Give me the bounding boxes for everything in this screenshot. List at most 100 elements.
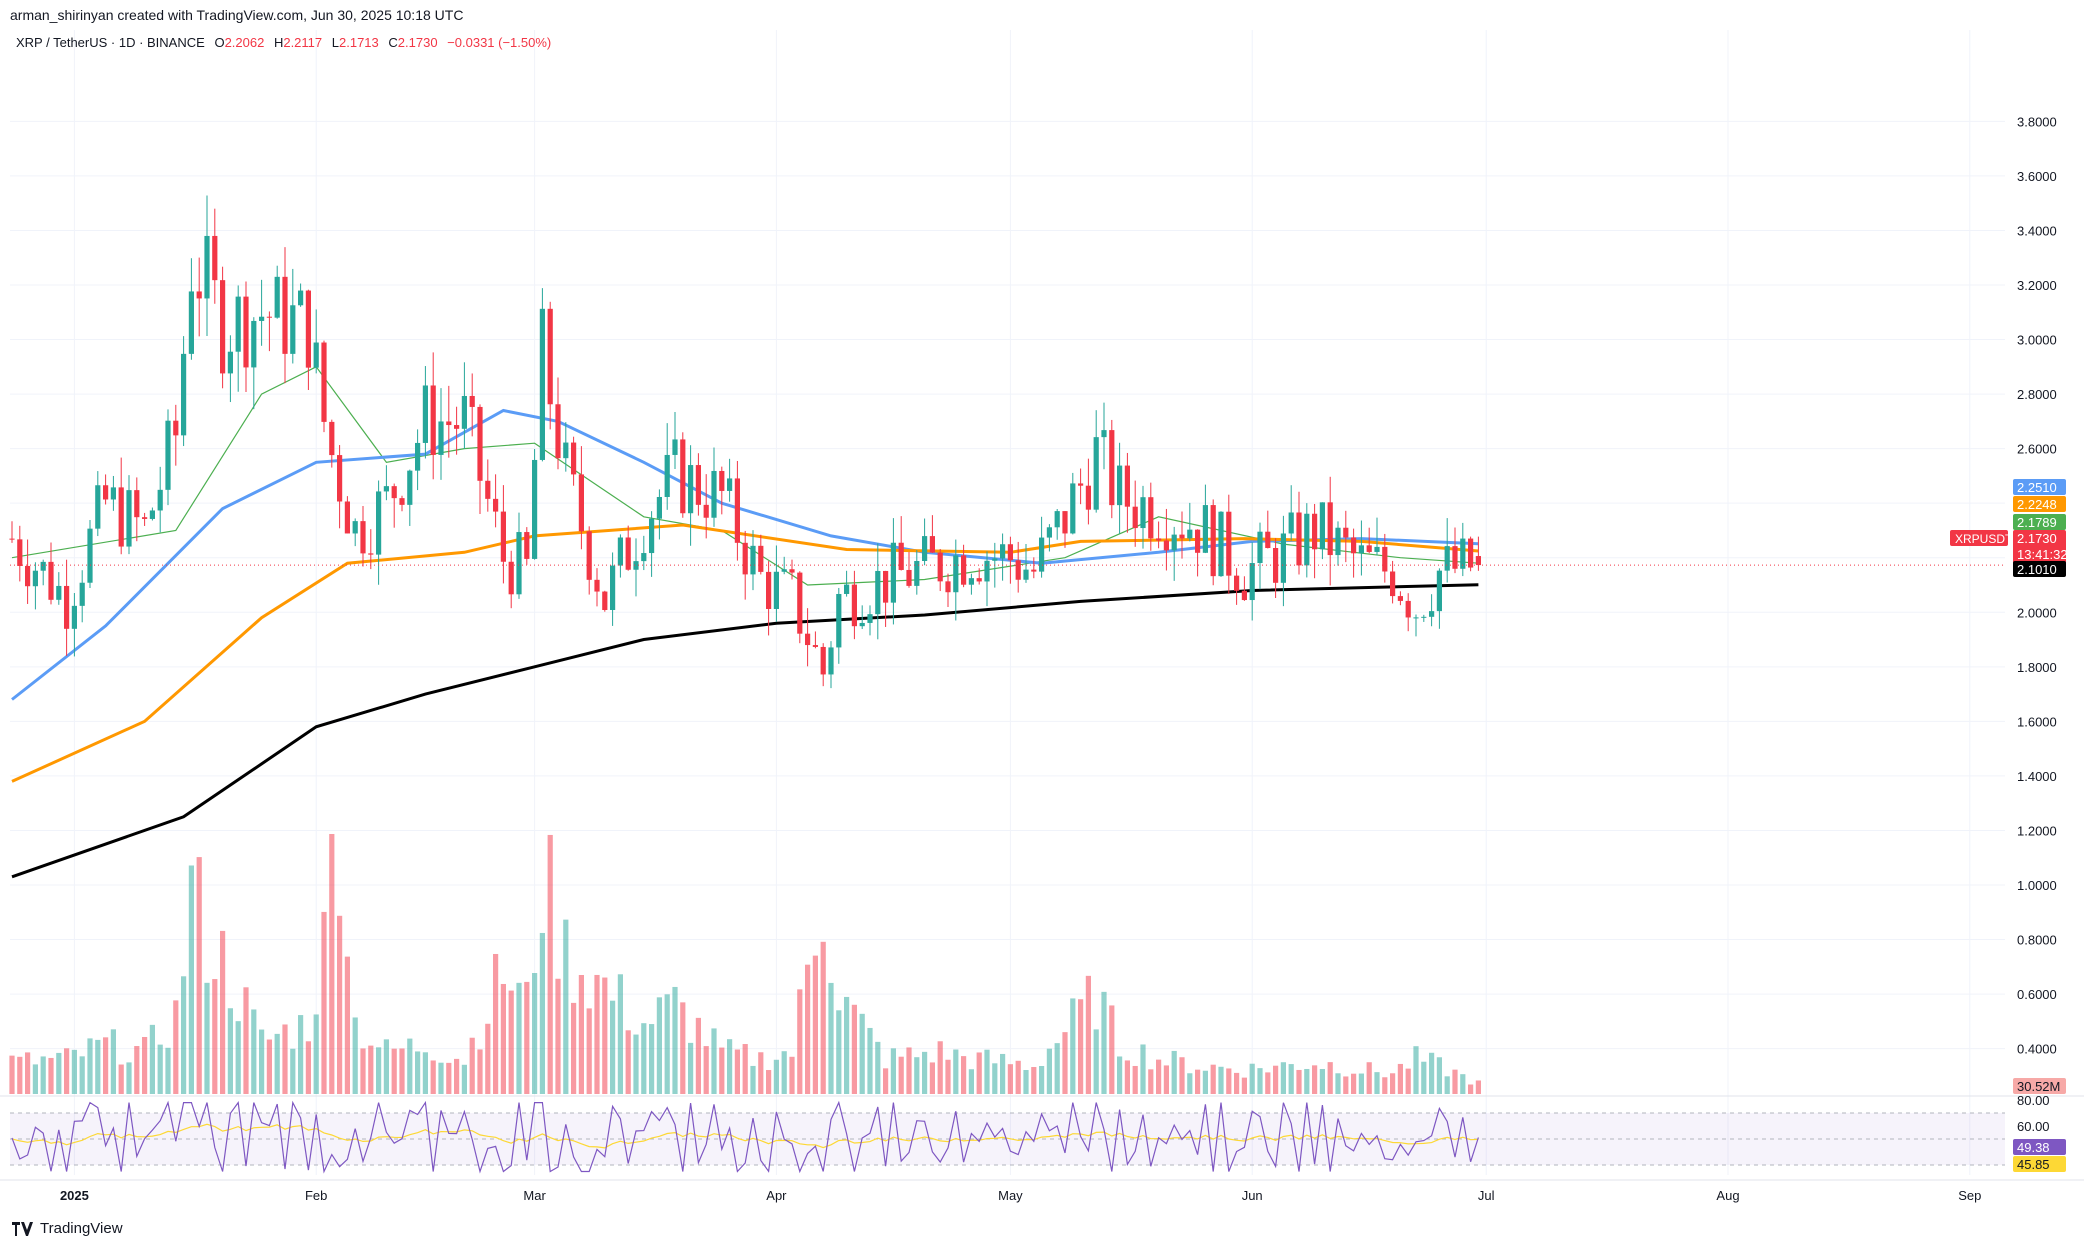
volume-bar [695,1017,701,1094]
candle-body [227,351,233,374]
candle-body [1421,616,1427,618]
candle-body [758,545,764,572]
volume-bar [1148,1069,1154,1094]
price-axis-label: 2.1010 [2017,562,2057,577]
candle-body [430,385,436,455]
candle-body [1163,540,1169,551]
volume-bar [1397,1063,1403,1094]
volume-bar [329,834,335,1094]
candle-body [360,521,366,554]
volume-bar [672,986,678,1094]
price-change: −0.0331 (−1.50%) [447,35,552,50]
volume-bar [727,1039,733,1094]
candle-body [539,308,545,460]
candle-body [1054,511,1060,528]
volume-bar [1070,998,1076,1094]
candle-body [1249,563,1255,601]
volume-bar [485,1023,491,1094]
volume-bar [812,955,818,1094]
volume-bar [1460,1074,1466,1094]
candle-body [953,555,959,593]
candle-body [344,501,350,534]
candle-body [274,276,280,318]
candle-body [742,542,748,575]
candle-body [773,571,779,609]
candle-body [142,517,148,519]
volume-bar [1054,1043,1060,1094]
volume-bar [1202,1070,1208,1094]
candle-body [633,561,639,570]
volume-bar [220,930,226,1094]
candle-body [446,421,452,426]
candle-body [251,320,257,368]
candle-body [1132,506,1138,529]
candle-body [945,581,951,593]
volume-bar [118,1064,124,1094]
candle-body [812,645,818,647]
candle-body [851,584,857,627]
volume-bar [633,1034,639,1094]
volume-bar [797,989,803,1094]
candle-body [1241,590,1247,601]
volume-bar [1023,1070,1029,1094]
candle-body [1374,546,1380,552]
volume-bar [1195,1069,1201,1094]
volume-bar [1124,1060,1130,1094]
candle-body [1366,545,1372,552]
candle-body [368,553,374,555]
candle-body [1000,544,1006,559]
candle-body [1226,511,1232,576]
volume-bar [337,915,343,1094]
price-tick-label: 1.2000 [2017,823,2057,838]
candle-body [329,421,335,456]
volume-bar [1249,1063,1255,1094]
candle-body [1109,430,1115,506]
candle-body [477,406,483,481]
volume-bar [984,1049,990,1094]
volume-bar [1117,1056,1123,1094]
candle-body [516,532,522,595]
volume-bar [110,1029,116,1094]
candle-body [266,316,272,318]
candle-body [1351,537,1357,554]
volume-label-bg [2013,1078,2066,1094]
candle-body [781,569,787,572]
volume-bar [968,1069,974,1094]
volume-bar [17,1056,23,1094]
volume-bar [524,981,530,1094]
rsi-value-label-bg [2013,1139,2066,1155]
candle-body [196,291,202,299]
tradingview-logo[interactable]: TradingView [12,1220,123,1237]
candle-body [110,487,116,500]
volume-bar [1296,1069,1302,1094]
volume-bar [477,1049,483,1094]
candle-body [9,538,15,540]
volume-bar [1179,1057,1185,1094]
candle-body [40,561,46,571]
volume-bar [1343,1076,1349,1094]
volume-bar [1452,1069,1458,1094]
candle-body [181,353,187,436]
volume-bar [820,941,826,1094]
volume-bar [126,1062,132,1094]
volume-bar [859,1013,865,1094]
volume-bar [352,1017,358,1094]
volume-bar [391,1048,397,1094]
candle-body [1124,465,1130,507]
candle-body [766,571,772,609]
price-tick-label: 3.4000 [2017,223,2057,238]
volume-bar [1358,1073,1364,1094]
candle-body [56,585,62,600]
candle-body [1039,537,1045,572]
volume-bar [142,1036,148,1094]
volume-bar [1327,1062,1333,1094]
volume-bar [664,994,670,1094]
candle-body [1015,560,1021,580]
volume-bar [571,1002,577,1094]
candle-body [1046,527,1052,538]
volume-bar [781,1051,787,1094]
volume-bar [719,1047,725,1094]
time-tick-label: Apr [766,1188,787,1203]
volume-bar [1304,1068,1310,1094]
